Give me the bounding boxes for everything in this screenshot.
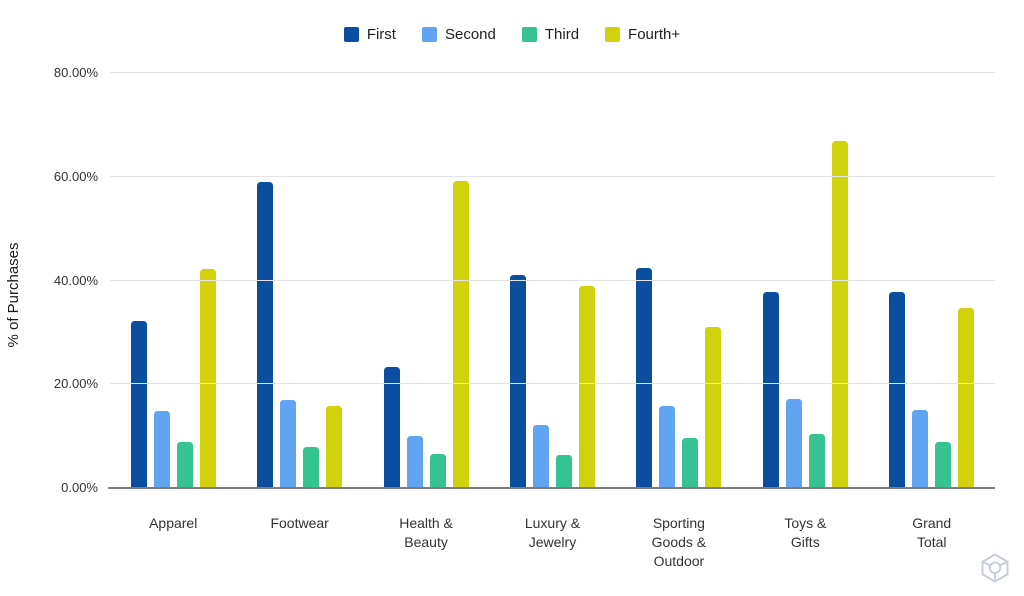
bar-apparel-second[interactable] (153, 411, 170, 488)
legend-item-first[interactable]: First (343, 26, 396, 43)
x-axis-label-grand-total: Grand Total (912, 515, 952, 550)
legend-label: Second (444, 26, 496, 43)
y-axis-tick-label: 80.00% (53, 65, 98, 80)
x-axis-label-sporting-goods-outdoor: Sporting Goods & Outdoor (651, 515, 707, 569)
x-axis-label-toys-gifts: Toys & Gifts (784, 515, 827, 550)
gridline (110, 175, 995, 177)
bar-toys-gifts-first[interactable] (762, 291, 779, 488)
bar-health-beauty-fourth[interactable] (452, 180, 469, 488)
gridline (110, 383, 995, 385)
legend-label: First (366, 26, 396, 43)
bar-toys-gifts-third[interactable] (808, 434, 825, 488)
bar-grand-total-fourth[interactable] (958, 308, 975, 488)
x-axis-label-apparel: Apparel (149, 515, 198, 531)
legend-item-second[interactable]: Second (421, 26, 496, 43)
cube-icon (981, 553, 1009, 583)
legend-swatch-second-icon (421, 27, 437, 42)
bar-grand-total-first[interactable] (889, 291, 906, 488)
bar-footwear-first[interactable] (257, 181, 274, 488)
x-axis-labels: Apparel Footwear Health & Beauty Luxury & J… (110, 514, 995, 571)
y-axis-tick-label: 60.00% (53, 168, 98, 184)
y-axis-tick-label: 20.00% (53, 376, 98, 392)
bar-luxury-jewelry-third[interactable] (555, 455, 572, 488)
x-axis-label-health-beauty: Health & Beauty (399, 515, 453, 550)
bar-sporting-goods-outdoor-second[interactable] (659, 405, 676, 488)
bar-group-grand-total (869, 73, 995, 488)
bar-grand-total-third[interactable] (935, 441, 952, 488)
legend-label: Fourth+ (628, 26, 681, 43)
bar-grand-total-second[interactable] (912, 409, 929, 488)
bar-group-luxury-jewelry (489, 73, 615, 488)
bar-group-toys-gifts (742, 73, 868, 488)
gridline (110, 279, 995, 281)
bar-apparel-first[interactable] (130, 320, 147, 488)
bar-luxury-jewelry-first[interactable] (509, 275, 526, 488)
bar-sporting-goods-outdoor-first[interactable] (636, 268, 653, 488)
bar-toys-gifts-fourth[interactable] (831, 140, 848, 488)
legend-swatch-third-icon (521, 27, 537, 42)
plot-area: 0.00% 20.00% 40.00% 60.00% 80.00% (54, 66, 995, 495)
x-axis-line (108, 487, 995, 489)
gridline (110, 72, 995, 73)
bar-footwear-second[interactable] (280, 399, 297, 488)
bar-group-sporting-goods-outdoor (616, 73, 742, 488)
chart-legend: First Second Third Fourth+ (0, 26, 1024, 43)
bar-sporting-goods-outdoor-fourth[interactable] (705, 327, 722, 488)
legend-swatch-first-icon (343, 27, 359, 42)
bar-group-footwear (236, 73, 362, 488)
bar-group-health-beauty (363, 73, 489, 488)
bar-luxury-jewelry-fourth[interactable] (578, 285, 595, 488)
legend-item-fourth[interactable]: Fourth+ (605, 26, 680, 43)
bar-footwear-fourth[interactable] (326, 406, 343, 488)
x-axis-label-footwear: Footwear (270, 515, 329, 531)
bar-footwear-third[interactable] (303, 447, 320, 488)
x-axis-label-luxury-jewelry: Luxury & Jewelry (524, 515, 581, 550)
bar-sporting-goods-outdoor-third[interactable] (682, 438, 699, 488)
bar-apparel-fourth[interactable] (199, 269, 216, 488)
bar-health-beauty-second[interactable] (406, 436, 423, 488)
legend-label: Third (544, 26, 580, 43)
legend-swatch-fourth-icon (605, 27, 621, 42)
bar-toys-gifts-second[interactable] (785, 398, 802, 488)
y-axis-tick-label: 40.00% (53, 272, 98, 288)
y-axis-tick-label: 0.00% (61, 480, 98, 495)
bar-groups (110, 73, 995, 488)
bar-apparel-third[interactable] (176, 442, 193, 488)
bar-health-beauty-third[interactable] (429, 454, 446, 488)
bar-health-beauty-first[interactable] (383, 366, 400, 488)
bar-group-apparel (110, 73, 236, 488)
bar-luxury-jewelry-second[interactable] (532, 425, 549, 488)
y-axis-title: % of Purchases (5, 242, 22, 348)
legend-item-third[interactable]: Third (521, 26, 580, 43)
